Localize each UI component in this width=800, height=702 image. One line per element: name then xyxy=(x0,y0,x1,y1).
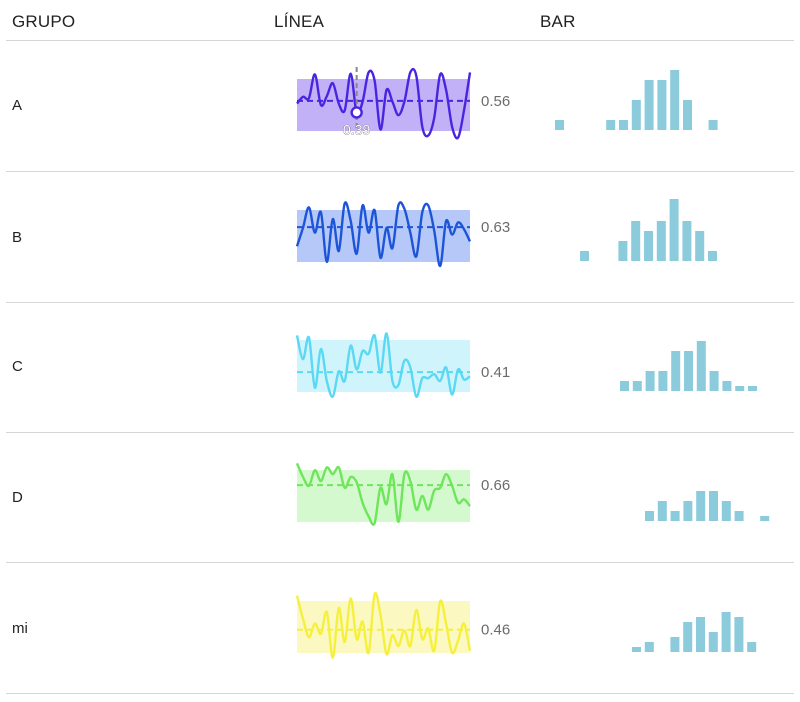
mean-label-b: 0.63 xyxy=(481,219,510,236)
sparkline-a xyxy=(296,67,472,140)
hist-bar-a xyxy=(708,120,718,130)
row-label-c: C xyxy=(12,358,23,375)
hist-bar-b xyxy=(682,221,692,261)
mean-label-d: 0.66 xyxy=(481,477,510,494)
row-rule xyxy=(6,302,794,303)
hist-bar-mi xyxy=(721,612,731,652)
hist-bar-a xyxy=(555,120,564,130)
hist-bar-b xyxy=(631,221,641,261)
hist-bar-d xyxy=(709,491,718,521)
row-rule xyxy=(6,432,794,433)
hist-bar-mi xyxy=(670,637,680,652)
highlight-label-a: 0.39 xyxy=(343,121,370,137)
hist-bar-d xyxy=(670,511,680,521)
sparkline-b xyxy=(295,201,472,268)
hist-bar-d xyxy=(696,491,706,521)
sparkline-d xyxy=(295,462,471,526)
mean-label-mi: 0.46 xyxy=(481,622,510,639)
hist-bar-mi xyxy=(734,617,744,652)
hist-bar-a xyxy=(619,120,628,130)
hist-bar-a xyxy=(631,100,641,130)
hist-bar-c xyxy=(620,381,629,391)
mean-label-a: 0.56 xyxy=(481,93,510,110)
hist-bar-c xyxy=(671,351,681,391)
header-bar: BAR xyxy=(540,12,576,31)
row-label-b: B xyxy=(12,229,23,246)
sparkline-mi xyxy=(295,591,472,659)
hist-bar-a xyxy=(683,100,692,130)
hist-bar-b xyxy=(669,199,679,261)
header-line: LÍNEA xyxy=(274,12,325,31)
hist-bar-mi xyxy=(644,642,654,652)
hist-bar-d xyxy=(645,511,654,521)
hist-bar-b xyxy=(695,231,705,261)
sparkline-c xyxy=(295,332,471,398)
hist-bar-a xyxy=(606,120,616,130)
hist-bar-a xyxy=(657,80,667,130)
hist-bar-c xyxy=(632,381,642,391)
row-label-a: A xyxy=(12,97,23,114)
hist-bar-mi xyxy=(747,642,757,652)
header-group: GRUPO xyxy=(12,12,76,31)
highlight-point-a xyxy=(350,106,363,119)
hist-bar-d xyxy=(657,501,667,521)
hist-bar-d xyxy=(721,501,731,521)
row-rule xyxy=(6,171,794,172)
hist-bar-c xyxy=(735,386,745,391)
row-label-mi: mi xyxy=(12,620,28,637)
hist-bar-c xyxy=(696,341,706,391)
hist-bar-c xyxy=(658,371,668,391)
hist-bar-b xyxy=(656,221,666,261)
hist-bar-d xyxy=(734,511,744,521)
hist-bar-b xyxy=(708,251,717,261)
hist-bar-a xyxy=(644,80,654,130)
hist-bar-mi xyxy=(683,622,693,652)
hist-bar-c xyxy=(722,381,732,391)
hist-bar-d xyxy=(760,516,770,521)
hist-bar-c xyxy=(748,386,757,391)
header-rule xyxy=(6,40,794,41)
row-rule xyxy=(6,693,794,694)
hist-bar-mi xyxy=(708,632,718,652)
hist-bar-mi xyxy=(632,647,641,652)
row-label-d: D xyxy=(12,489,23,506)
hist-bar-c xyxy=(709,371,719,391)
mean-label-c: 0.41 xyxy=(481,364,510,381)
hist-bar-b xyxy=(618,241,628,261)
hist-bar-c xyxy=(645,371,655,391)
hist-bar-b xyxy=(644,231,653,261)
hist-bar-a xyxy=(670,70,680,130)
hist-bar-mi xyxy=(696,617,705,652)
hist-bar-c xyxy=(684,351,693,391)
hist-bar-d xyxy=(683,501,693,521)
hist-bar-b xyxy=(580,251,589,261)
row-rule xyxy=(6,562,794,563)
